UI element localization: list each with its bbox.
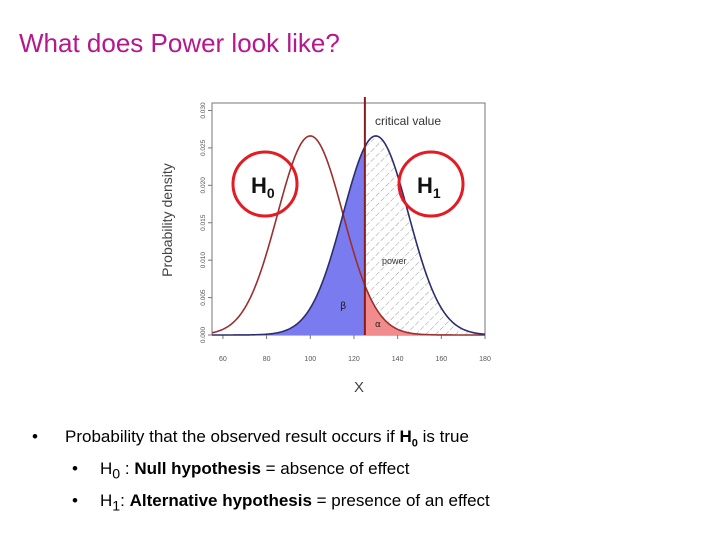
beta-label: β bbox=[340, 301, 346, 312]
h1-circle bbox=[397, 150, 465, 218]
bullet-dot: • bbox=[32, 427, 38, 446]
x-tick-label: 100 bbox=[304, 356, 316, 363]
y-tick-label: 0.000 bbox=[200, 326, 207, 343]
x-tick-label: 160 bbox=[435, 356, 447, 363]
bullet-dot: • bbox=[72, 490, 78, 510]
alpha-area bbox=[364, 285, 485, 335]
y-tick-label: 0.010 bbox=[200, 252, 207, 269]
h0-curve bbox=[211, 135, 485, 336]
x-tick-label: 80 bbox=[263, 356, 271, 363]
x-tick-label: 180 bbox=[479, 356, 491, 363]
x-axis-label: X bbox=[354, 379, 364, 396]
bullet-probability: • Probability that the observed result o… bbox=[32, 424, 712, 456]
power-area bbox=[364, 135, 485, 335]
y-tick-label: 0.020 bbox=[200, 177, 207, 194]
power-label: power bbox=[382, 256, 407, 266]
h1-label: H1 bbox=[417, 173, 441, 201]
y-tick-label: 0.025 bbox=[200, 139, 207, 156]
y-tick-label: 0.015 bbox=[200, 214, 207, 231]
bullet-null-hypothesis: • H0 : Null hypothesis = absence of effe… bbox=[32, 456, 712, 487]
x-tick-label: 60 bbox=[219, 356, 227, 363]
h0-label: H0 bbox=[251, 173, 275, 201]
critical-value-label: critical value bbox=[375, 114, 441, 128]
h0-circle bbox=[231, 150, 299, 218]
h1-curve bbox=[212, 135, 486, 336]
y-tick-label: 0.030 bbox=[200, 102, 207, 119]
bullet-dot: • bbox=[72, 459, 78, 479]
bullet-alternative-hypothesis: • H1: Alternative hypothesis = presence … bbox=[32, 488, 712, 519]
y-axis-label: Probability density bbox=[159, 163, 175, 277]
y-tick-label: 0.005 bbox=[200, 289, 207, 306]
alpha-label: α bbox=[375, 320, 381, 330]
power-figure: 60 80 100 120 140 160 180 0.000 0.005 0.010 0.015 0… bbox=[150, 95, 500, 405]
beta-area bbox=[212, 146, 365, 335]
slide-title: What does Power look like? bbox=[19, 28, 340, 58]
x-tick-label: 120 bbox=[348, 356, 360, 363]
x-tick-label: 140 bbox=[392, 356, 404, 363]
bullet-list: • Probability that the observed result o… bbox=[32, 424, 712, 519]
power-chart: 60 80 100 120 140 160 180 0.000 0.005 0.010 0.015 0… bbox=[159, 97, 491, 396]
